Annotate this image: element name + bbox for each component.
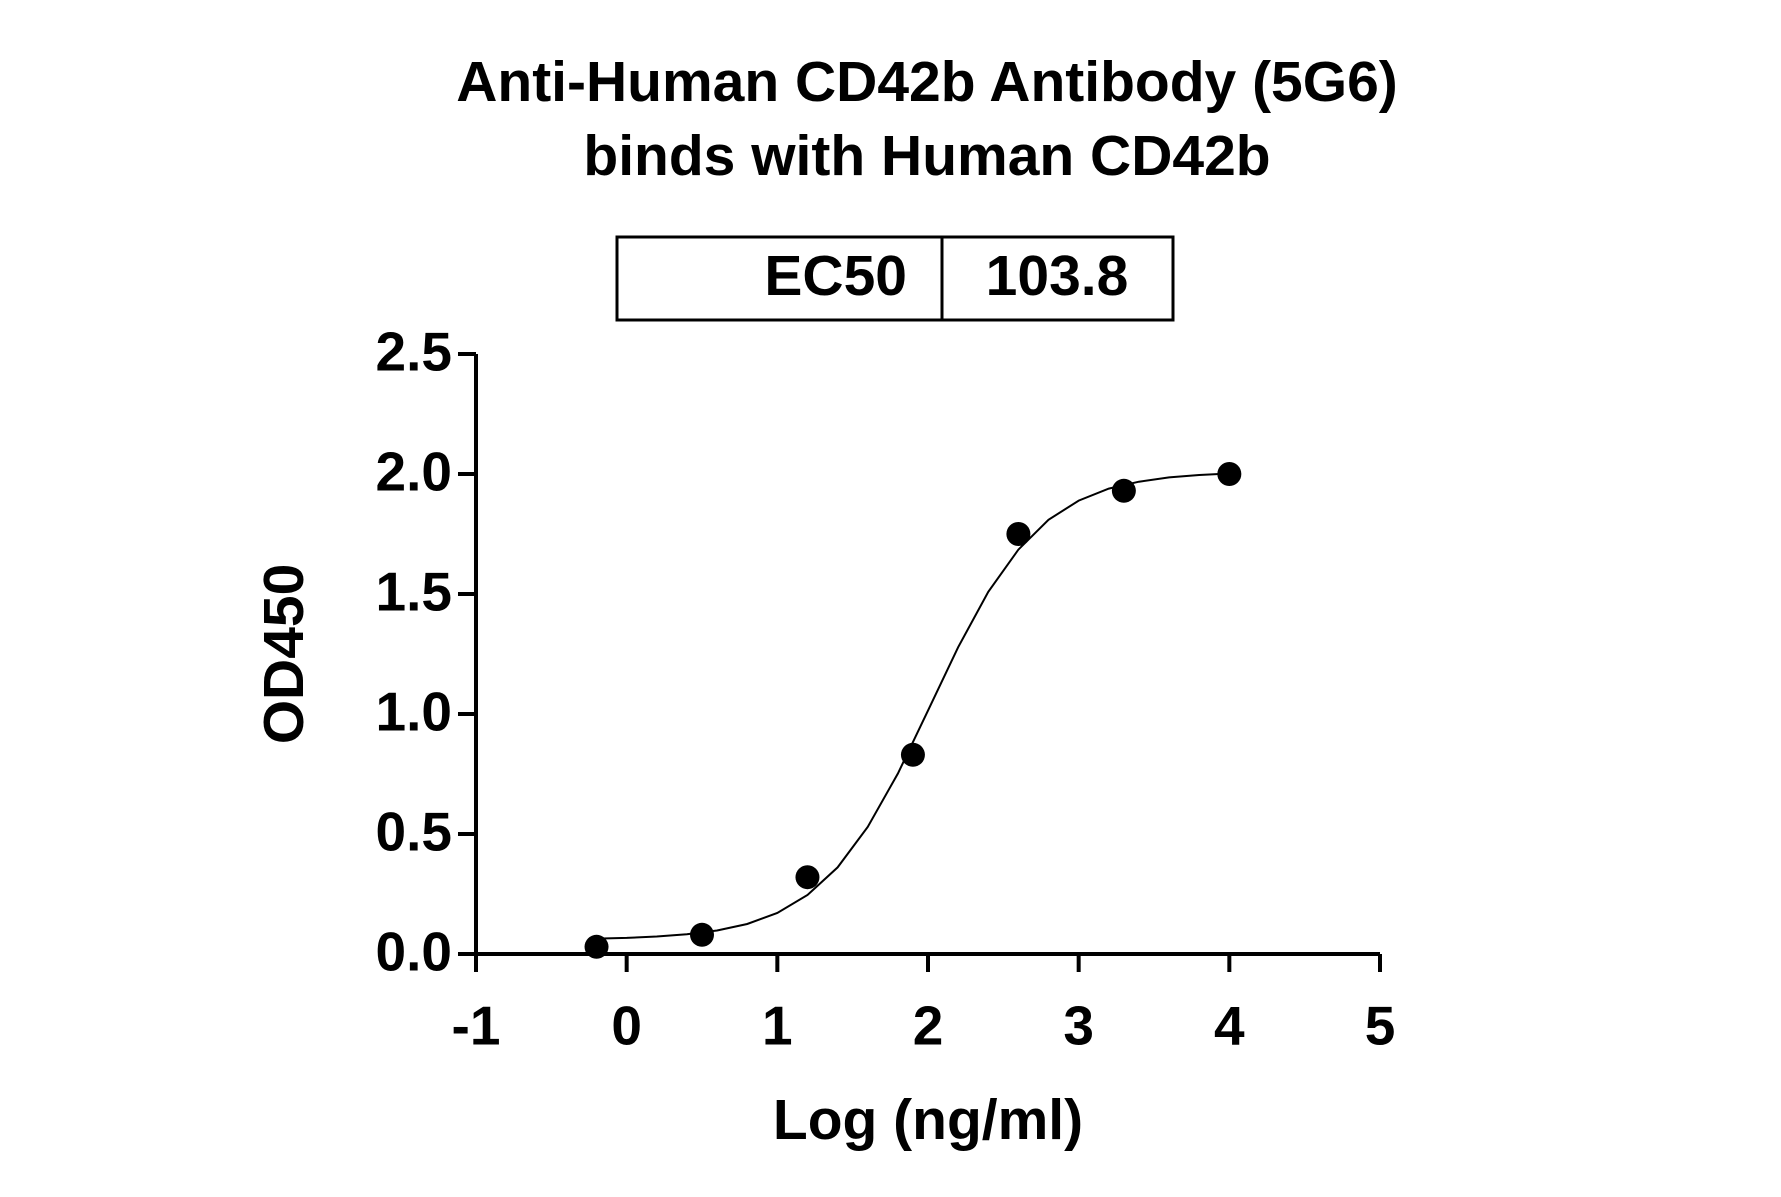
y-tick-label: 0.0: [376, 921, 452, 983]
chart-title: Anti-Human CD42b Antibody (5G6): [456, 50, 1398, 114]
data-point: [900, 742, 925, 767]
x-tick-label: -1: [452, 995, 501, 1057]
data-point: [1006, 522, 1031, 546]
x-tick-label: 2: [913, 995, 944, 1057]
fit-curve: [596, 472, 1230, 940]
x-tick-label: 0: [611, 995, 642, 1057]
data-point: [1217, 462, 1242, 486]
chart-title: binds with Human CD42b: [583, 124, 1270, 188]
y-axis-label: OD450: [252, 564, 316, 745]
y-tick-label: 1.0: [376, 681, 452, 743]
ec50-label: EC50: [764, 244, 907, 308]
y-tick-label: 2.5: [376, 321, 452, 383]
data-point: [690, 922, 714, 947]
x-axis-label: Log (ng/ml): [773, 1088, 1083, 1152]
y-tick-label: 0.5: [376, 801, 452, 863]
x-tick-label: 1: [762, 995, 793, 1057]
x-tick-label: 3: [1063, 995, 1094, 1057]
ec50-box: [615, 235, 1175, 322]
data-point: [1111, 478, 1136, 503]
x-tick-label: 4: [1214, 995, 1245, 1057]
ec50-value: 103.8: [986, 244, 1129, 308]
data-point: [584, 934, 609, 959]
y-tick-label: 1.5: [376, 561, 452, 623]
data-point: [795, 865, 820, 890]
x-tick-label: 5: [1365, 995, 1396, 1057]
y-tick-label: 2.0: [376, 441, 452, 503]
